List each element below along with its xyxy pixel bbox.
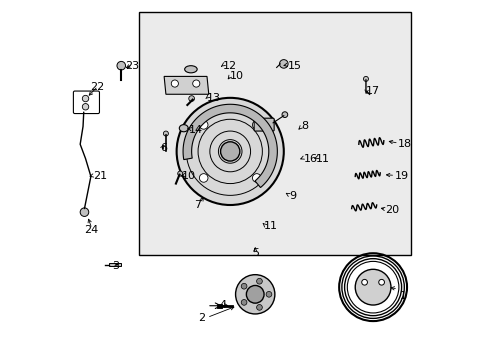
- Text: 8: 8: [301, 121, 308, 131]
- Circle shape: [220, 142, 240, 161]
- Text: 6: 6: [160, 143, 167, 153]
- Circle shape: [354, 269, 390, 305]
- Text: 17: 17: [365, 86, 379, 96]
- Text: 3: 3: [112, 261, 119, 271]
- Circle shape: [252, 174, 261, 182]
- Text: 13: 13: [206, 93, 221, 103]
- Text: 10: 10: [230, 71, 244, 81]
- Circle shape: [241, 283, 246, 289]
- Circle shape: [378, 279, 384, 285]
- Circle shape: [199, 121, 207, 129]
- Text: 19: 19: [394, 171, 408, 181]
- Circle shape: [163, 131, 168, 136]
- Polygon shape: [164, 76, 208, 94]
- Text: 4: 4: [219, 300, 226, 310]
- Circle shape: [246, 285, 264, 303]
- Circle shape: [177, 171, 183, 176]
- Text: 1: 1: [399, 291, 406, 301]
- Ellipse shape: [179, 125, 188, 132]
- Circle shape: [282, 112, 287, 117]
- Text: 18: 18: [397, 139, 411, 149]
- FancyBboxPatch shape: [73, 91, 99, 113]
- Bar: [108, 263, 121, 266]
- Text: 21: 21: [93, 171, 106, 181]
- Text: 23: 23: [124, 61, 139, 71]
- Circle shape: [279, 60, 287, 68]
- Circle shape: [171, 80, 178, 87]
- Ellipse shape: [184, 66, 197, 73]
- Circle shape: [176, 98, 283, 205]
- FancyBboxPatch shape: [139, 12, 410, 255]
- Text: 22: 22: [90, 82, 104, 92]
- Text: 11: 11: [315, 154, 329, 163]
- Text: 10: 10: [182, 171, 196, 181]
- FancyBboxPatch shape: [254, 118, 274, 131]
- Circle shape: [199, 174, 207, 182]
- Circle shape: [256, 278, 262, 284]
- Circle shape: [363, 76, 367, 81]
- Text: 14: 14: [189, 125, 203, 135]
- Text: 7: 7: [194, 200, 201, 210]
- Text: 20: 20: [385, 205, 399, 215]
- Circle shape: [188, 96, 194, 102]
- Circle shape: [241, 300, 246, 305]
- Circle shape: [82, 104, 88, 110]
- Polygon shape: [183, 104, 277, 188]
- Text: 16: 16: [303, 154, 317, 163]
- Circle shape: [235, 275, 274, 314]
- Circle shape: [192, 80, 200, 87]
- Circle shape: [361, 279, 366, 285]
- Text: 12: 12: [223, 61, 237, 71]
- Text: 15: 15: [287, 61, 301, 71]
- Text: 2: 2: [198, 312, 205, 323]
- Circle shape: [80, 208, 88, 216]
- Circle shape: [252, 121, 261, 129]
- Circle shape: [256, 305, 262, 310]
- Circle shape: [117, 62, 125, 70]
- Text: 24: 24: [83, 225, 98, 235]
- Circle shape: [82, 95, 88, 102]
- Circle shape: [265, 292, 271, 297]
- Text: 5: 5: [251, 248, 258, 258]
- Text: 9: 9: [288, 191, 296, 201]
- Text: 11: 11: [264, 221, 278, 231]
